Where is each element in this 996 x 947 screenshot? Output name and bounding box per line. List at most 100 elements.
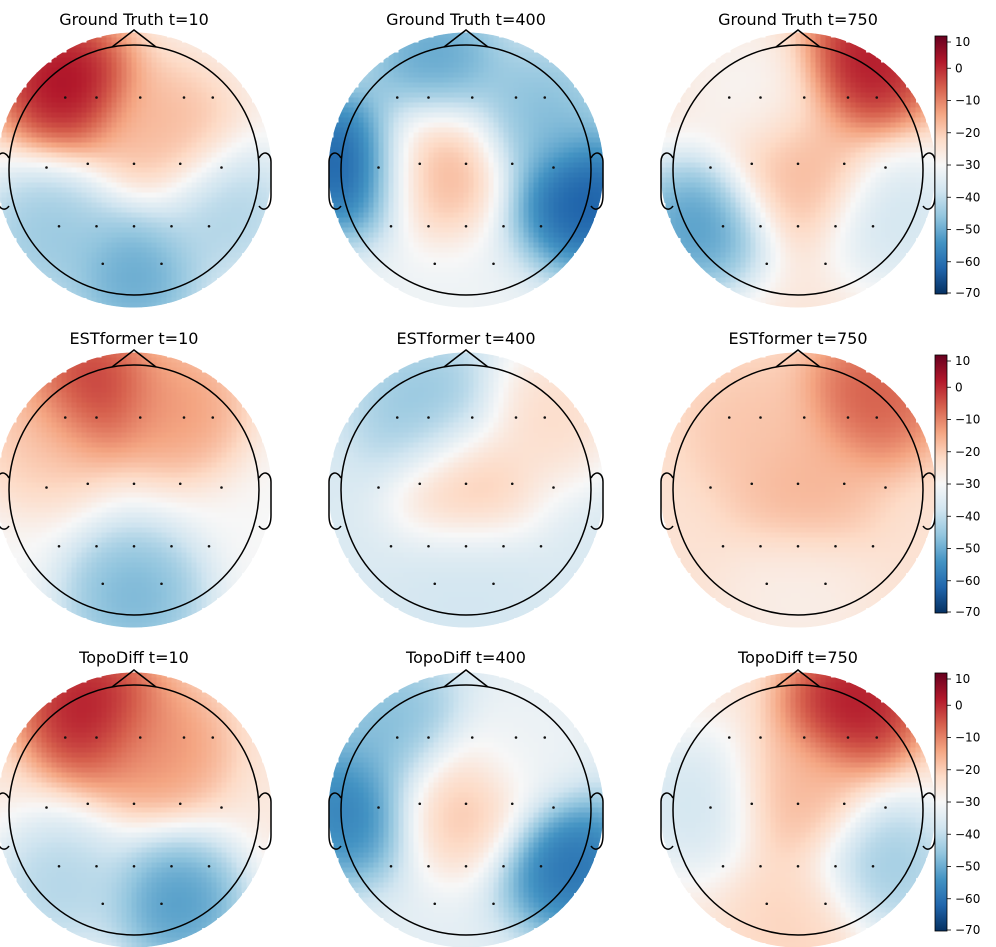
colorbar-tick-label: −10	[955, 731, 980, 745]
electrode-marker	[842, 482, 846, 486]
electrode-marker	[211, 416, 215, 419]
right-ear-outline	[590, 472, 604, 530]
electrode-marker	[543, 416, 547, 419]
colorbar-tick-label: −20	[955, 445, 980, 459]
colorbar-tick-label: −70	[955, 286, 980, 300]
electrode-marker	[132, 864, 136, 868]
electrode-marker	[709, 166, 712, 169]
electrode-marker	[389, 864, 393, 868]
nose-outline	[775, 29, 821, 48]
nose-outline	[775, 669, 821, 688]
head-outline	[8, 364, 260, 616]
electrode-marker	[57, 224, 61, 228]
electrode-marker	[884, 166, 887, 169]
left-ear-outline	[660, 152, 674, 210]
electrode-marker	[796, 482, 800, 486]
electrode-marker	[871, 864, 875, 868]
nose-outline	[111, 349, 157, 368]
potential-field	[660, 32, 936, 308]
electrode-marker	[765, 902, 769, 906]
electrode-marker	[86, 482, 90, 486]
electrode-marker	[170, 224, 173, 228]
right-ear-outline	[258, 792, 272, 850]
nose-outline	[111, 29, 157, 48]
topomap-panel: ESTformer t=400	[328, 329, 604, 628]
electrode-marker	[464, 482, 468, 486]
electrode-marker	[514, 96, 518, 99]
panel-title: TopoDiff t=750	[737, 648, 858, 667]
electrode-marker	[796, 162, 800, 166]
colorbar-gradient	[934, 672, 948, 932]
electrode-marker	[95, 96, 98, 99]
electrode-marker	[552, 166, 555, 169]
electrode-marker	[727, 416, 731, 419]
electrode-marker	[834, 544, 837, 548]
electrode-marker	[395, 416, 399, 419]
left-ear-outline	[0, 472, 10, 530]
electrode-marker	[160, 262, 163, 266]
electrode-marker	[759, 96, 762, 99]
electrode-marker	[377, 166, 380, 169]
panel-title: Ground Truth t=400	[386, 10, 546, 29]
nose-outline	[111, 669, 157, 688]
head-outline	[340, 684, 592, 936]
electrode-marker	[759, 544, 762, 548]
electrode-marker	[502, 544, 505, 548]
electrode-marker	[138, 736, 142, 739]
electrode-marker	[95, 544, 98, 548]
electrode-marker	[395, 96, 399, 99]
electrode-marker	[170, 544, 173, 548]
head-outline	[672, 44, 924, 296]
colorbar-tick-label: −40	[955, 190, 980, 204]
left-ear-outline	[328, 472, 342, 530]
panel-title: TopoDiff t=400	[405, 648, 526, 667]
electrode-marker	[427, 224, 430, 228]
electrode-marker	[510, 162, 514, 166]
topomap-panel: TopoDiff t=750	[660, 648, 936, 947]
right-ear-outline	[590, 152, 604, 210]
colorbar-tick-label: −70	[955, 923, 980, 937]
electrode-marker	[765, 582, 769, 586]
electrode-marker	[182, 416, 186, 419]
electrode-marker	[101, 902, 105, 906]
topomap-panel: ESTformer t=10	[0, 329, 272, 628]
electrode-marker	[846, 96, 850, 99]
colorbar-tick-label: −50	[955, 860, 980, 874]
colorbar-tick-label: −60	[955, 892, 980, 906]
electrode-marker	[871, 544, 875, 548]
electrode-marker	[552, 806, 555, 809]
electrode-marker	[63, 736, 67, 739]
colorbar-gradient	[934, 354, 948, 614]
electrode-marker	[57, 864, 61, 868]
electrode-marker	[759, 736, 762, 739]
colorbar-tick-label: −30	[955, 477, 980, 491]
colorbar-tick-label: 10	[955, 35, 970, 49]
electrode-marker	[418, 162, 422, 166]
electrode-marker	[875, 96, 879, 99]
electrode-marker	[95, 736, 98, 739]
electrode-marker	[470, 736, 474, 739]
colorbar-tick-label: −60	[955, 255, 980, 269]
electrode-marker	[160, 902, 163, 906]
colorbars-layer: 10 0 −10 −20 −30 −40 −50 −60 −70 10 0 −10 −20 −30 −40 −…	[934, 35, 980, 937]
electrode-marker	[464, 162, 468, 166]
electrode-marker	[470, 96, 474, 99]
electrode-marker	[875, 736, 879, 739]
colorbar-tick-label: −40	[955, 509, 980, 523]
electrode-marker	[824, 902, 827, 906]
electrode-marker	[824, 262, 827, 266]
potential-field	[328, 352, 604, 628]
electrode-marker	[759, 416, 762, 419]
colorbar-tick-label: −30	[955, 158, 980, 172]
potential-field	[328, 672, 604, 947]
electrode-marker	[95, 224, 98, 228]
electrode-marker	[433, 582, 437, 586]
electrode-marker	[170, 864, 173, 868]
panels-layer: Ground Truth t=10 Ground Truth t=400 Groun…	[0, 10, 936, 947]
left-ear-outline	[660, 792, 674, 850]
electrode-marker	[750, 802, 754, 806]
electrode-marker	[389, 544, 393, 548]
electrode-marker	[207, 544, 211, 548]
nose-outline	[443, 29, 489, 48]
head-outline	[340, 44, 592, 296]
